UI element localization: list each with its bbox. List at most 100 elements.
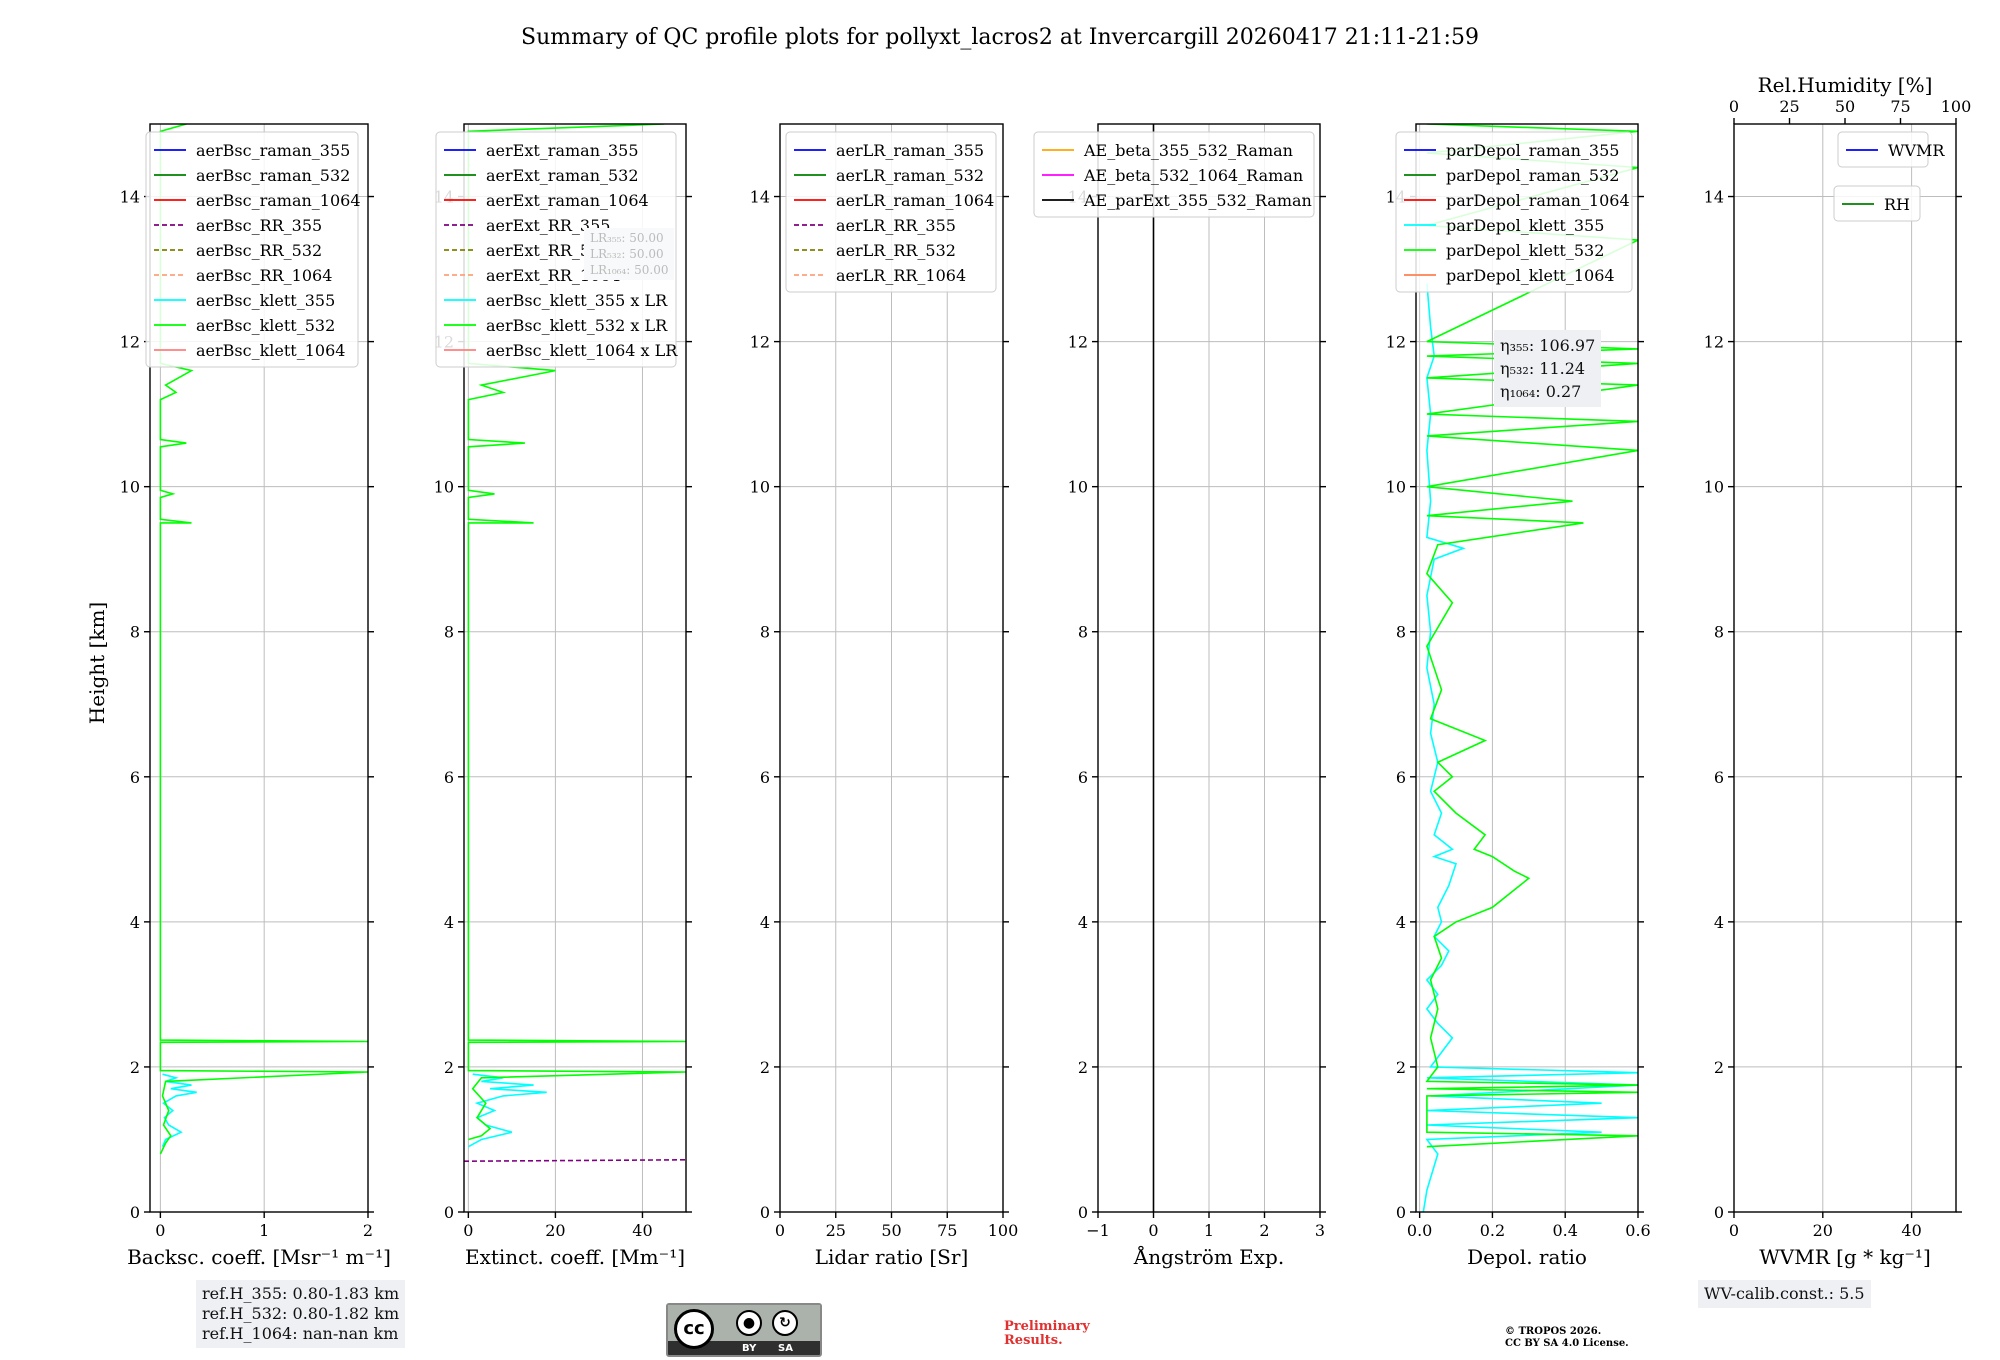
cc-by-label: BY: [742, 1343, 757, 1354]
x-tick-label: 0: [463, 1221, 473, 1240]
lr-1064: LR₁₀₆₄: 50.00: [590, 263, 669, 277]
y-tick-label: 6: [1078, 768, 1088, 787]
y-tick-label: 12: [750, 333, 770, 352]
y-tick-label: 2: [130, 1058, 140, 1077]
eta-box: η₃₅₅: 106.97 η₅₃₂: 11.24 η₁₀₆₄: 0.27: [1494, 330, 1602, 407]
legend-label: parDepol_klett_532: [1446, 241, 1604, 260]
y-tick-label: 8: [1078, 623, 1088, 642]
x-tick-label: 0: [1729, 1221, 1739, 1240]
plot-frame: [1733, 123, 1957, 1213]
y-tick-label: 6: [1714, 768, 1724, 787]
x-tick-label: 2: [363, 1221, 373, 1240]
panel-wvmr: 0 2 4 6 8 10 12 14 0 20 40 WVMR [g * kg⁻¹] 0 25 50 75 10…: [1704, 73, 1972, 1269]
x-axis-label: Depol. ratio: [1467, 1245, 1587, 1269]
legend-label: aerBsc_raman_532: [196, 166, 350, 185]
top-x-tick-label: 75: [1890, 97, 1910, 116]
legend-label: AE_beta_355_532_Raman: [1083, 141, 1293, 160]
eta-532: η₅₃₂: 11.24: [1500, 359, 1586, 378]
x-tick-label: 0.2: [1480, 1221, 1505, 1240]
legend-box: [785, 131, 997, 293]
y-tick-label: 14: [1704, 188, 1724, 207]
panel-lidar_ratio: 0 2 4 6 8 10 12 14 0 25 50 75 100 Lidar ratio [Sr] aer…: [750, 123, 1019, 1269]
x-tick-label: 0.4: [1552, 1221, 1577, 1240]
x-tick-label: 0: [155, 1221, 165, 1240]
legend: AE_beta_355_532_Raman AE_beta_532_1064_Ra…: [1033, 131, 1315, 218]
y-tick-label: 0: [130, 1203, 140, 1222]
legend-label: parDepol_klett_1064: [1446, 266, 1615, 285]
legend-label: aerLR_raman_532: [836, 166, 984, 185]
panel-extinction: 0246810121402040Extinct. coeff. [Mm⁻¹]ae…: [434, 123, 692, 1269]
x-tick-label: 20: [1813, 1221, 1833, 1240]
y-tick-label: 14: [750, 188, 770, 207]
y-tick-label: 12: [120, 333, 140, 352]
legend-label: aerExt_raman_355: [486, 141, 639, 160]
series-group: [159, 124, 368, 1155]
x-tick-label: 75: [937, 1221, 957, 1240]
copyright-notice: © TROPOS 2026. CC BY SA 4.0 License.: [1505, 1326, 1629, 1350]
y-tick-label: 4: [1714, 913, 1724, 932]
y-tick-label: 2: [1714, 1058, 1724, 1077]
y-tick-label: 0: [1396, 1203, 1406, 1222]
cc-sa-label: SA: [778, 1343, 793, 1354]
y-tick-label: 0: [1078, 1203, 1088, 1222]
wv-calib-const: WV-calib.const.: 5.5: [1704, 1284, 1865, 1303]
x-tick-label: 25: [826, 1221, 846, 1240]
x-tick-label: 3: [1315, 1221, 1325, 1240]
top-x-tick-label: 50: [1835, 97, 1855, 116]
x-tick-label: 1: [1204, 1221, 1214, 1240]
legend-label: aerLR_RR_1064: [836, 266, 966, 285]
legend-label: aerBsc_RR_355: [196, 216, 322, 235]
y-tick-label: 0: [444, 1203, 454, 1222]
eta-355: η₃₅₅: 106.97: [1500, 336, 1596, 355]
legend-label: aerExt_raman_532: [486, 166, 639, 185]
top-x-axis-label: Rel.Humidity [%]: [1758, 73, 1933, 97]
y-tick-label: 8: [1714, 623, 1724, 642]
y-tick-label: 12: [1068, 333, 1088, 352]
preliminary-line-1: Preliminary: [1004, 1319, 1090, 1334]
y-tick-label: 10: [434, 478, 454, 497]
legend: aerBsc_raman_355 aerBsc_raman_532 aerBsc_r…: [145, 131, 361, 368]
legend-label: aerBsc_klett_532: [196, 316, 335, 335]
y-tick-label: 6: [130, 768, 140, 787]
legend-label: parDepol_raman_355: [1446, 141, 1619, 160]
y-tick-label: 4: [1078, 913, 1088, 932]
x-tick-label: 100: [988, 1221, 1019, 1240]
x-tick-label: 40: [1901, 1221, 1921, 1240]
legend-label: aerBsc_klett_532 x LR: [486, 316, 668, 335]
x-axis-label: Backsc. coeff. [Msr⁻¹ m⁻¹]: [127, 1245, 391, 1269]
y-tick-label: 8: [130, 623, 140, 642]
x-axis-label: Ångström Exp.: [1133, 1244, 1284, 1269]
x-axis-label: Extinct. coeff. [Mm⁻¹]: [465, 1245, 685, 1269]
legend-box: [1395, 131, 1633, 293]
y-tick-label: 4: [760, 913, 770, 932]
x-tick-label: 0: [775, 1221, 785, 1240]
y-tick-label: 6: [760, 768, 770, 787]
legend: parDepol_raman_355 parDepol_raman_532 parD…: [1395, 131, 1633, 293]
attribution-icon: ●: [736, 1310, 762, 1336]
legend-label: parDepol_raman_1064: [1446, 191, 1630, 210]
top-x-tick-label: 25: [1779, 97, 1799, 116]
y-tick-label: 8: [1396, 623, 1406, 642]
ref-height-1064: ref.H_1064: nan-nan km: [202, 1324, 399, 1343]
legend-label: aerLR_raman_1064: [836, 191, 994, 210]
y-tick-label: 2: [760, 1058, 770, 1077]
series-line-aerBsc_klett_532 x LR: [467, 124, 686, 1141]
y-tick-label: 12: [1704, 333, 1724, 352]
legend-box: [1837, 131, 1929, 168]
legend-label: aerExt_RR_532: [486, 241, 610, 260]
x-tick-label: 0.6: [1625, 1221, 1650, 1240]
ref-height-532: ref.H_532: 0.80-1.82 km: [202, 1304, 400, 1323]
legend-label: aerExt_RR_355: [486, 216, 610, 235]
x-tick-label: 1: [259, 1221, 269, 1240]
series-line-aerBsc_klett_355: [161, 1073, 197, 1148]
legend-label: parDepol_klett_355: [1446, 216, 1604, 235]
legend-rh: RH: [1833, 185, 1921, 222]
series-line-aerBsc_klett_355 x LR: [468, 1073, 547, 1148]
x-tick-label: 2: [1259, 1221, 1269, 1240]
x-tick-label: 50: [881, 1221, 901, 1240]
x-tick-label: 20: [545, 1221, 565, 1240]
legend-box: [435, 131, 677, 368]
